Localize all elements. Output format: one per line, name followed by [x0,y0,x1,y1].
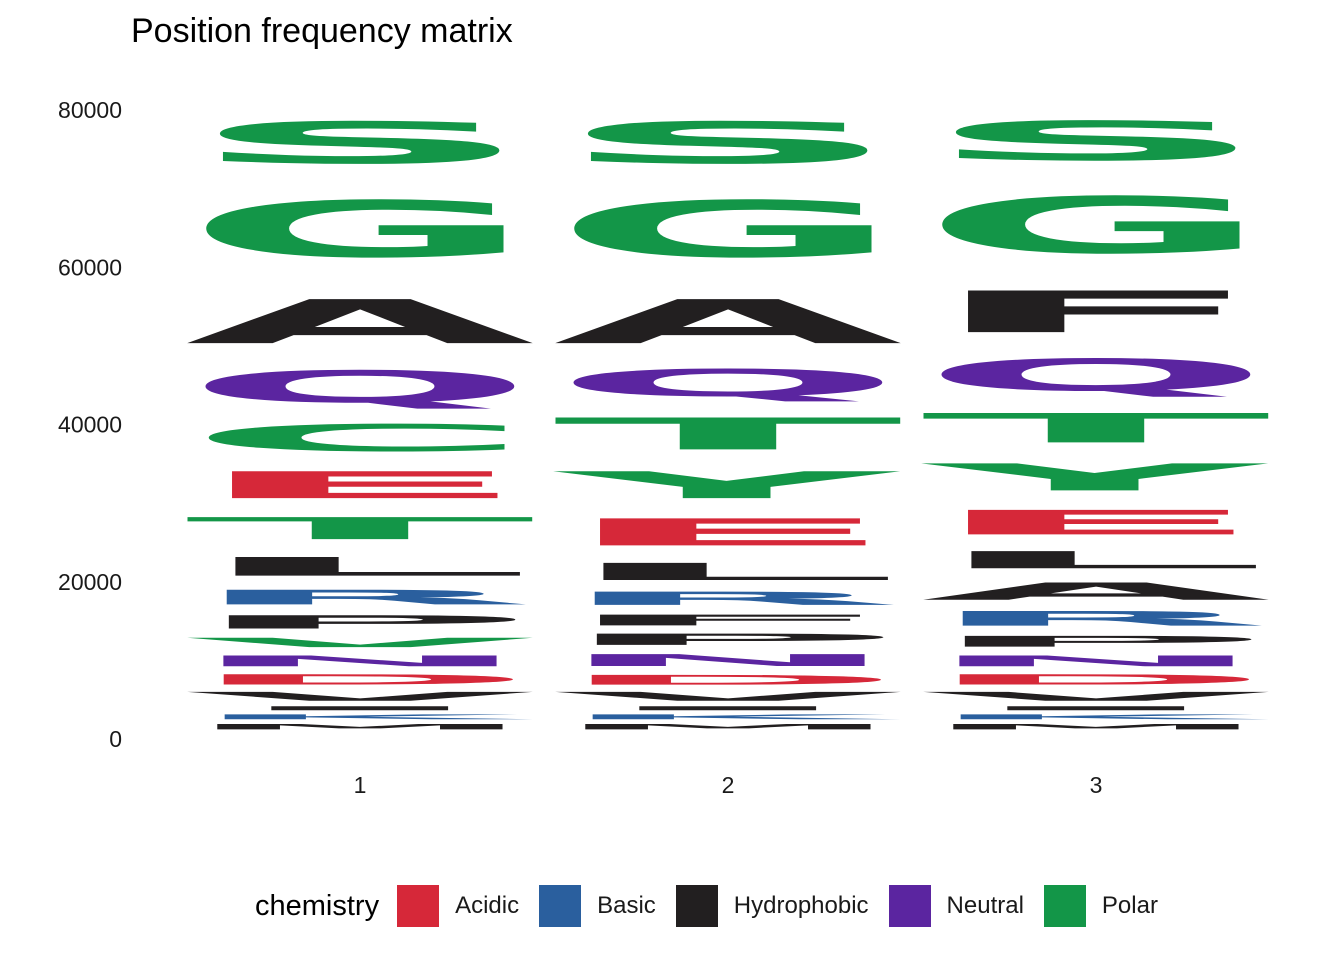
logo-letter-e: E [921,503,1271,542]
logo-letter-n: N [553,651,903,670]
logo-letter-i: I [553,705,903,711]
legend-key-hydrophobic [675,885,718,927]
y-tick-label: 20000 [58,569,122,595]
logo-letter-n: N [185,653,535,670]
legend-item-neutral: Neutral [888,885,1024,927]
chart-title: Position frequency matrix [131,12,513,50]
logo-letter-a: A [921,578,1274,605]
legend-key-polar [1043,885,1086,927]
logo-letter-r: R [921,607,1271,631]
y-axis: 0 20000 40000 60000 80000 [58,97,122,752]
logo-letter-g: G [185,185,535,275]
logo-letter-d: D [553,672,903,688]
logo-letter-i: I [921,705,1271,711]
logo-letter-n: N [921,653,1271,670]
logo-letter-f: F [553,612,903,629]
legend-title: chemistry [255,889,380,922]
logo-letter-s: S [553,110,903,177]
logo-letter-m: M [553,722,903,731]
logo-letter-p: P [185,612,535,633]
legend-item-basic: Basic [539,885,656,927]
logo-letter-p: P [921,633,1271,650]
x-axis: 1 2 3 [354,772,1103,798]
legend-label-polar: Polar [1101,892,1158,919]
legend-key-basic [539,885,582,927]
y-tick-label: 40000 [58,412,122,438]
y-tick-label: 60000 [58,254,122,280]
logo-letter-q: Q [553,362,903,405]
logo-letter-d: D [921,671,1271,687]
logo-letter-q: Q [921,350,1271,401]
legend-item-acidic: Acidic [397,885,519,927]
logo-letter-t: T [921,405,1274,452]
logo-letter-s: S [185,110,535,177]
logo-letter-k: K [553,713,904,721]
logo-letter-y: Y [550,464,900,507]
logo-letter-r: R [553,588,903,609]
logo-letter-v: V [185,635,538,650]
logo-letter-v: V [921,690,1274,704]
legend: chemistry Acidic Basic Hydrophobic Neutr… [255,882,1178,930]
logo-letter-k: K [921,713,1272,721]
logo-stacks: SGAQCETLRPVNDVIKMSGAQTYELRFPNDVIKMSGFQTY… [185,110,1274,731]
legend-label-neutral: Neutral [946,892,1024,919]
legend-label-basic: Basic [597,892,656,919]
logo-letter-v: V [185,690,538,704]
logo-letter-q: Q [185,362,535,413]
logo-letter-m: M [185,722,535,731]
x-tick-label: 3 [1090,772,1103,798]
legend-item-polar: Polar [1043,885,1158,927]
x-tick-label: 1 [354,772,367,798]
logo-letter-l: L [921,546,1271,573]
logo-letter-l: L [553,558,903,585]
logo-letter-s: S [921,110,1271,173]
y-tick-label: 0 [109,726,122,752]
logo-letter-l: L [185,552,535,582]
logo-letter-p: P [553,631,903,649]
logo-letter-g: G [921,181,1271,271]
legend-key-neutral [888,885,931,927]
legend-key-acidic [397,885,440,927]
logo-letter-v: V [553,690,906,704]
logo-letter-t: T [185,511,538,546]
x-tick-label: 2 [722,772,735,798]
logo-letter-r: R [185,586,535,610]
logo-letter-t: T [553,409,906,460]
logo-letter-m: M [921,722,1271,731]
legend-label-hydrophobic: Hydrophobic [733,892,869,919]
logo-letter-c: C [185,417,535,460]
logo-letter-k: K [185,713,536,721]
legend-label-acidic: Acidic [455,892,520,919]
logo-letter-d: D [185,671,535,687]
logo-letter-g: G [553,185,903,275]
logo-letter-i: I [185,705,535,711]
y-tick-label: 80000 [58,97,122,123]
logo-letter-f: F [921,279,1271,345]
legend-item-hydrophobic: Hydrophobic [675,885,869,927]
logo-letter-e: E [185,464,535,507]
logo-letter-e: E [553,511,903,554]
logo-letter-a: A [185,287,538,357]
logo-letter-a: A [553,287,906,357]
logo-letter-y: Y [918,456,1268,499]
